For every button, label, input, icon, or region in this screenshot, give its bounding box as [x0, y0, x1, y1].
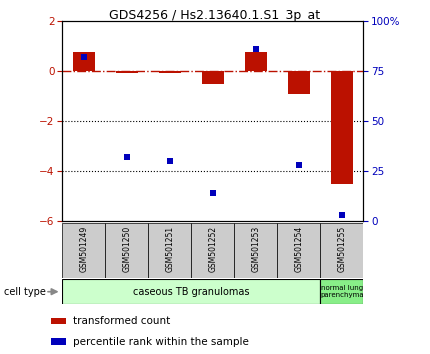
Text: GSM501254: GSM501254	[295, 226, 303, 273]
Text: GSM501251: GSM501251	[166, 226, 174, 273]
Bar	[62, 279, 320, 304]
Point	[80, 55, 87, 60]
Point	[252, 46, 259, 52]
Text: percentile rank within the sample: percentile rank within the sample	[73, 337, 249, 347]
Point	[123, 154, 130, 160]
Text: normal lung
parenchyma: normal lung parenchyma	[320, 285, 364, 298]
Text: GSM501249: GSM501249	[80, 226, 88, 273]
Bar	[245, 52, 267, 71]
Bar	[234, 223, 277, 278]
Text: transformed count: transformed count	[73, 316, 171, 326]
Bar	[148, 223, 191, 278]
Bar	[331, 71, 353, 184]
Text: GSM501250: GSM501250	[123, 226, 131, 273]
Bar	[191, 223, 234, 278]
Bar	[320, 279, 363, 304]
Text: GSM501252: GSM501252	[209, 226, 217, 273]
Point	[166, 159, 173, 164]
Bar	[51, 318, 66, 324]
Bar	[277, 223, 320, 278]
Text: GSM501255: GSM501255	[338, 226, 346, 273]
Bar	[159, 71, 181, 73]
Bar	[62, 223, 105, 278]
Bar	[202, 71, 224, 84]
Bar	[320, 223, 363, 278]
Bar	[51, 338, 66, 344]
Text: GSM501253: GSM501253	[252, 226, 260, 273]
Point	[295, 162, 302, 168]
Bar	[116, 71, 138, 73]
Point	[209, 190, 216, 196]
Text: cell type: cell type	[4, 287, 46, 297]
Point	[338, 212, 345, 218]
Bar	[73, 52, 95, 71]
Bar	[105, 223, 148, 278]
Text: caseous TB granulomas: caseous TB granulomas	[133, 287, 249, 297]
Text: GDS4256 / Hs2.13640.1.S1_3p_at: GDS4256 / Hs2.13640.1.S1_3p_at	[110, 9, 320, 22]
Bar	[288, 71, 310, 94]
